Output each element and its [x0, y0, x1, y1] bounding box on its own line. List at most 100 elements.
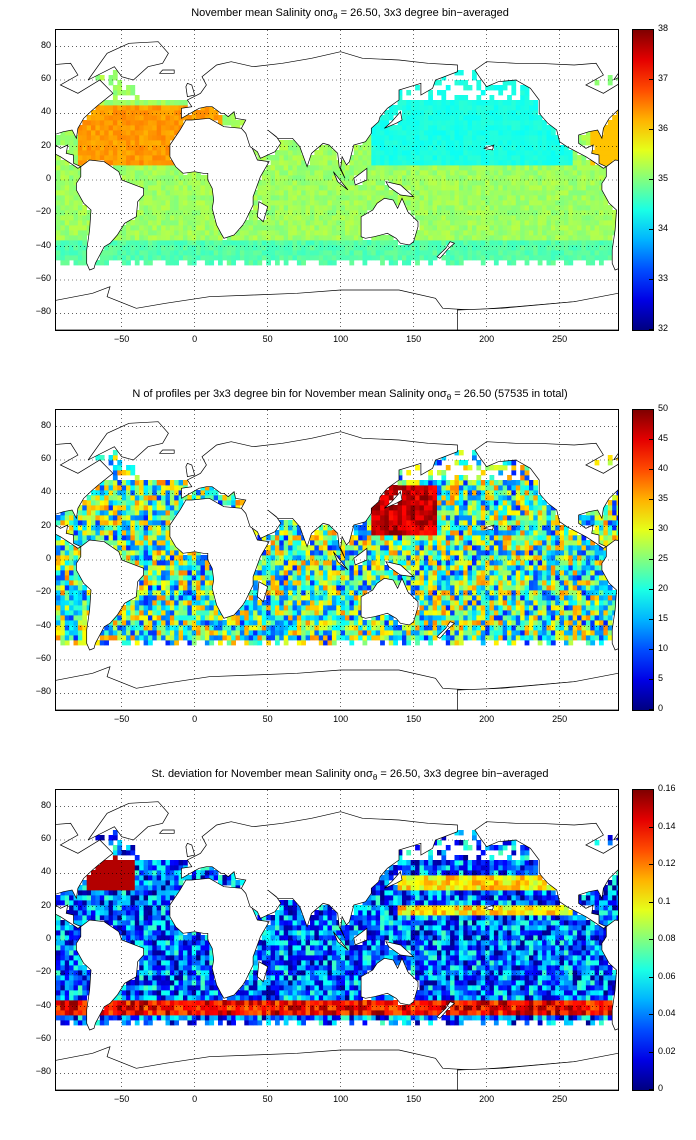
heat-cell: [472, 225, 477, 231]
heat-cell: [275, 255, 280, 261]
heat-cell: [169, 580, 175, 586]
heat-cell: [292, 590, 298, 596]
heat-cell: [524, 225, 530, 231]
heat-cell: [301, 595, 306, 601]
heat-cell: [555, 195, 560, 201]
heat-cell: [261, 225, 267, 231]
heat-cell: [331, 585, 337, 591]
heat-cell: [139, 180, 144, 186]
heat-cell: [64, 550, 70, 556]
heat-cell: [336, 210, 342, 216]
heat-cell: [358, 545, 363, 551]
heat-cell: [476, 190, 482, 196]
heat-cell: [397, 150, 403, 156]
heat-cell: [546, 245, 552, 251]
heat-cell: [542, 175, 547, 181]
heat-cell: [502, 230, 508, 236]
heat-cell: [476, 245, 482, 251]
heat-cell: [104, 540, 109, 546]
heat-cell: [126, 610, 131, 616]
heat-cell: [358, 625, 363, 631]
heat-cell: [279, 565, 285, 571]
heat-cell: [441, 140, 447, 146]
heat-cell: [275, 615, 280, 621]
heat-cell: [572, 150, 578, 156]
heat-cell: [590, 175, 596, 181]
heat-cell: [204, 240, 210, 246]
heat-cell: [288, 185, 293, 191]
heat-cell: [546, 235, 552, 241]
heat-cell: [91, 135, 96, 141]
heat-cell: [380, 240, 385, 246]
heat-cell: [209, 600, 215, 606]
heat-cell: [415, 615, 420, 621]
heat-cell: [542, 135, 547, 141]
heat-cell: [301, 210, 306, 216]
heat-cell: [353, 240, 359, 246]
heat-cell: [314, 210, 320, 216]
heat-cell: [485, 185, 490, 191]
heat-cell: [524, 160, 530, 166]
heat-cell: [108, 505, 114, 511]
heat-cell: [371, 565, 377, 571]
heat-cell: [384, 510, 390, 516]
heat-cell: [257, 600, 263, 606]
heat-cell: [402, 515, 407, 521]
heat-cell: [450, 145, 455, 151]
heat-cell: [533, 105, 539, 111]
heat-cell: [428, 190, 433, 196]
heat-cell: [283, 190, 289, 196]
heat-cell: [445, 160, 451, 166]
heat-cell: [288, 535, 293, 541]
heat-cell: [603, 130, 609, 136]
heat-cell: [388, 255, 394, 261]
heat-cell: [331, 230, 337, 236]
heat-cell: [283, 195, 289, 201]
heat-cell: [498, 125, 504, 131]
heat-cell: [489, 230, 495, 236]
heat-cell: [507, 150, 512, 156]
heat-cell: [60, 130, 66, 136]
heat-cell: [148, 635, 153, 641]
heat-cell: [323, 245, 328, 251]
heat-cell: [415, 200, 420, 206]
heat-cell: [419, 580, 425, 586]
heat-cell: [82, 530, 88, 536]
heat-cell: [112, 105, 118, 111]
heat-cell: [156, 165, 162, 171]
heat-cell: [292, 595, 298, 601]
heat-cell: [139, 150, 144, 156]
heat-cell: [406, 520, 412, 526]
heat-cell: [550, 170, 556, 176]
heat-cell: [231, 110, 236, 116]
heat-cell: [187, 560, 193, 566]
heat-cell: [279, 210, 285, 216]
heat-cell: [393, 245, 398, 251]
heat-cell: [134, 120, 140, 126]
heat-cell: [476, 115, 482, 121]
heat-cell: [406, 185, 412, 191]
heat-cell: [73, 610, 79, 616]
heat-cell: [253, 235, 258, 241]
heat-cell: [310, 170, 315, 176]
heat-cell: [323, 215, 328, 221]
heat-cell: [77, 125, 83, 131]
heat-cell: [183, 585, 188, 591]
heat-cell: [301, 605, 306, 611]
heat-cell: [134, 560, 140, 566]
heat-cell: [345, 555, 350, 561]
heat-cell: [480, 135, 486, 141]
heat-cell: [397, 485, 403, 491]
heat-cell: [64, 520, 70, 526]
heat-cell: [148, 100, 153, 106]
heat-cell: [533, 190, 539, 196]
heat-cell: [139, 100, 144, 106]
heat-cell: [99, 495, 105, 501]
heat-cell: [126, 500, 131, 506]
heat-cell: [161, 175, 166, 181]
heat-cell: [375, 525, 381, 531]
heat-cell: [104, 480, 109, 486]
heat-cell: [406, 640, 412, 646]
heat-cell: [546, 135, 552, 141]
heat-cell: [402, 125, 407, 131]
